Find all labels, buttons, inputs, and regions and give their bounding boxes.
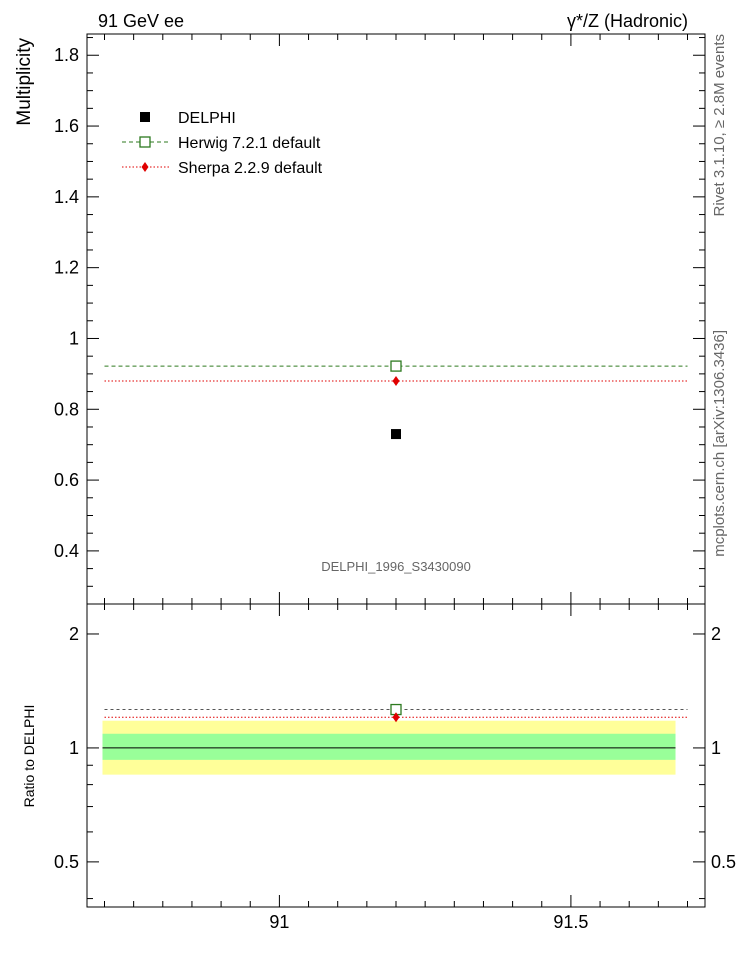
data-point-delphi [391, 429, 401, 440]
band-stat-uncertainty [102, 733, 676, 760]
ratio-y-tick-label-left: 0.5 [54, 852, 79, 872]
y-tick-label: 1.8 [54, 45, 79, 65]
legend-marker-delphi [140, 112, 150, 122]
y-tick-label: 0.4 [54, 541, 79, 561]
mc-point-herwig [390, 360, 402, 372]
mcplots-label: mcplots.cern.ch [arXiv:1306.3436] [711, 330, 728, 557]
ratio-y-tick-label-left: 2 [69, 624, 79, 644]
legend-label: DELPHI [178, 110, 236, 127]
main-data-marks [104, 360, 688, 440]
main-tick-labels: 0.4 0.6 0.8 1 1.2 1.4 1.6 1.8 [54, 45, 79, 561]
analysis-watermark: DELPHI_1996_S3430090 [321, 559, 471, 574]
legend-label: Sherpa 2.2.9 default [178, 160, 323, 177]
main-y-axis-label: Multiplicity [14, 38, 35, 126]
main-panel: Multiplicity DELPHI_1996_S3430090 0.4 0.6… [14, 33, 706, 605]
legend-label: Herwig 7.2.1 default [178, 135, 321, 152]
y-tick-label: 1.6 [54, 116, 79, 136]
y-tick-label: 1.4 [54, 187, 79, 207]
ratio-y-axis-label: Ratio to DELPHI [21, 705, 37, 808]
main-axis-ticks [87, 34, 705, 604]
ratio-data-marks [104, 703, 688, 723]
legend-marker-herwig [139, 136, 151, 148]
ratio-y-tick-label-right: 0.5 [711, 852, 736, 872]
legend-marker-sherpa [141, 162, 149, 172]
header-right-label: γ*/Z (Hadronic) [567, 11, 688, 31]
legend: DELPHI Herwig 7.2.1 default Sherpa 2.2.9 d… [122, 110, 323, 177]
x-tick-label: 91 [269, 912, 289, 932]
ratio-y-tick-label-right: 2 [711, 624, 721, 644]
ratio-axis-ticks [87, 604, 705, 907]
header-left-label: 91 GeV ee [98, 11, 184, 31]
y-tick-label: 0.8 [54, 399, 79, 419]
ratio-panel: Ratio to DELPHI 0.5 0.5 1 1 2 2 91 91.5 [21, 603, 736, 932]
ratio-frame [86, 603, 706, 908]
ratio-y-tick-label-right: 1 [711, 738, 721, 758]
x-tick-label: 91.5 [553, 912, 588, 932]
y-tick-label: 1.2 [54, 258, 79, 278]
ratio-tick-labels: 0.5 0.5 1 1 2 2 91 91.5 [54, 624, 736, 932]
y-tick-label: 1 [69, 328, 79, 348]
ratio-uncertainty-bands [102, 720, 676, 775]
y-tick-label: 0.6 [54, 470, 79, 490]
mc-point-sherpa [392, 375, 400, 386]
ratio-y-tick-label-left: 1 [69, 738, 79, 758]
ratio-point-sherpa [392, 712, 400, 723]
rivet-label: Rivet 3.1.10, ≥ 2.8M events [711, 34, 728, 217]
